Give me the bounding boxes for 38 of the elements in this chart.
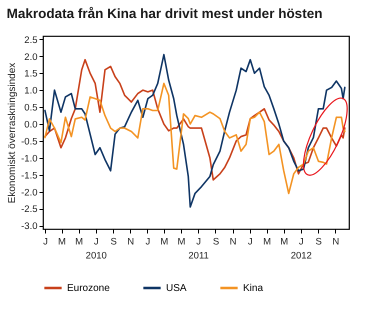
y-tick-label: -2.5 xyxy=(21,204,38,216)
legend-label: Kina xyxy=(243,283,264,294)
line-series xyxy=(44,82,346,194)
x-tick-label: M xyxy=(58,236,66,248)
x-tick-label: N xyxy=(332,236,340,248)
y-tick-label: 1.0 xyxy=(24,86,38,97)
y-tick-label: 1.5 xyxy=(24,68,38,80)
x-tick-label: N xyxy=(127,236,134,248)
x-tick-label: N xyxy=(230,236,237,248)
x-tick-label: J xyxy=(43,236,48,248)
x-tick-label: M xyxy=(75,236,84,248)
x-tick-label: M xyxy=(178,236,186,248)
y-tick-label: -2.0 xyxy=(21,187,38,198)
x-tick-label: M xyxy=(160,236,168,248)
x-tick-label: J 2010 xyxy=(86,236,107,262)
y-tick-label: -0.5 xyxy=(21,136,38,148)
x-tick-label: J 2012 xyxy=(290,236,312,262)
line-series xyxy=(44,58,346,181)
y-tick-label: 2.0 xyxy=(24,52,38,63)
x-tick-label: M xyxy=(263,236,272,248)
x-tick-label: J 2011 xyxy=(188,236,209,262)
line-series xyxy=(44,54,346,208)
y-tick-label: -1.0 xyxy=(21,153,38,164)
x-tick-label: S xyxy=(110,236,117,248)
y-tick-label: 2.5 xyxy=(24,34,38,46)
legend-label: USA xyxy=(166,283,187,294)
chart-title: Makrodata från Kina har drivit mest under hösten xyxy=(6,6,322,21)
x-tick-label: S xyxy=(315,236,322,248)
x-tick-label: J xyxy=(248,236,253,248)
y-tick-label: -1.5 xyxy=(21,170,38,182)
y-tick-label: 0.0 xyxy=(24,120,38,131)
x-tick-label: J xyxy=(145,236,150,248)
y-tick-label: -3.0 xyxy=(21,221,38,232)
y-axis-title: Ekonomiskt överraskningsindex xyxy=(7,62,18,204)
y-tick-label: 0.5 xyxy=(24,102,38,114)
x-tick-label: M xyxy=(280,236,288,248)
legend-label: Eurozone xyxy=(67,283,110,294)
x-tick-label: S xyxy=(212,236,220,248)
